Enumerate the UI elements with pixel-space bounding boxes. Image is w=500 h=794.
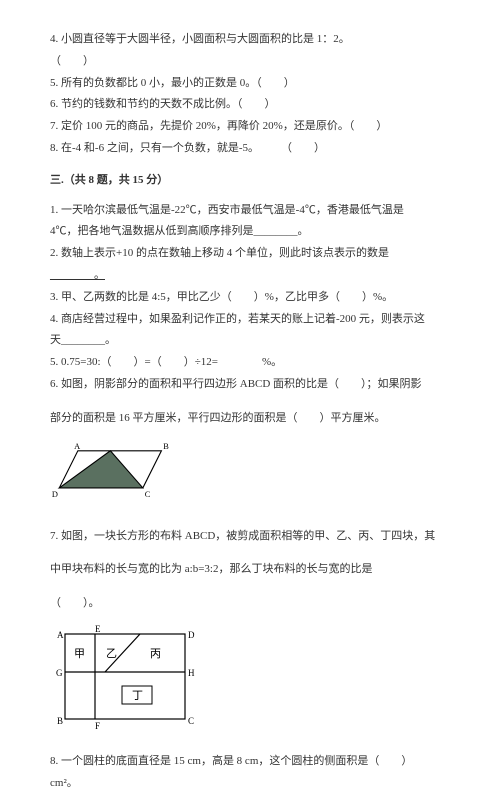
q3-7a: 7. 如图，一块长方形的布料 ABCD，被剪成面积相等的甲、乙、丙、丁四块，其 bbox=[50, 527, 450, 547]
q1-7: 7. 定价 100 元的商品，先提价 20%，再降价 20%，还是原价。（ ） bbox=[50, 117, 450, 137]
label-D: D bbox=[52, 490, 58, 499]
triangle-shaded bbox=[59, 450, 143, 487]
q3-8a: 8. 一个圆柱的底面直径是 15 cm，高是 8 cm，这个圆柱的侧面积是（ ） bbox=[50, 752, 450, 772]
label-A: A bbox=[74, 441, 80, 450]
label-jia: 甲 bbox=[74, 648, 85, 660]
label-yi: 乙 bbox=[106, 647, 117, 660]
q1-5: 5. 所有的负数都比 0 小，最小的正数是 0。（ ） bbox=[50, 74, 450, 94]
label-D2: D bbox=[188, 630, 195, 640]
q3-2b: ________。 bbox=[50, 266, 450, 286]
label-A2: A bbox=[57, 630, 64, 640]
q3-3: 3. 甲、乙两数的比是 4:5，甲比乙少（ ）%，乙比甲多（ ）%。 bbox=[50, 288, 450, 308]
figure-rectangle-cloth: A E D G H B F C 甲 乙 丙 丁 bbox=[50, 624, 450, 734]
label-E2: E bbox=[95, 624, 101, 634]
q3-5: 5. 0.75=30:（ ）=（ ）÷12= %。 bbox=[50, 353, 450, 373]
q3-1b: 4℃，把各地气温数据从低到高顺序排列是________。 bbox=[50, 222, 450, 242]
label-ding: 丁 bbox=[132, 690, 143, 702]
label-C2: C bbox=[188, 716, 194, 726]
section-3-title: 三.（共 8 题，共 15 分） bbox=[50, 171, 450, 191]
q3-6a: 6. 如图，阴影部分的面积和平行四边形 ABCD 面积的比是（ ）；如果阴影 bbox=[50, 375, 450, 395]
q1-8: 8. 在-4 和-6 之间，只有一个负数，就是-5。 （ ） bbox=[50, 139, 450, 159]
rect-outer bbox=[65, 634, 185, 719]
q3-2a: 2. 数轴上表示+10 的点在数轴上移动 4 个单位，则此时该点表示的数是 bbox=[50, 244, 450, 264]
label-C: C bbox=[145, 490, 151, 499]
q3-8b: cm²。 bbox=[50, 774, 450, 794]
q1-4b: （ ） bbox=[50, 52, 450, 72]
q3-6b: 部分的面积是 16 平方厘米，平行四边形的面积是（ ）平方厘米。 bbox=[50, 409, 450, 429]
q3-1a: 1. 一天哈尔滨最低气温是-22℃，西安市最低气温是-4℃，香港最低气温是 bbox=[50, 201, 450, 221]
label-G2: G bbox=[56, 668, 63, 678]
label-B: B bbox=[163, 441, 169, 450]
label-H2: H bbox=[188, 668, 195, 678]
label-F2: F bbox=[95, 721, 100, 731]
q3-7c: （ ）。 bbox=[50, 594, 450, 614]
q3-4a: 4. 商店经营过程中，如果盈利记作正的，若某天的账上记着-200 元，则表示这 bbox=[50, 310, 450, 330]
figure-parallelogram: A B C D bbox=[50, 439, 450, 509]
q3-7b: 中甲块布料的长与宽的比为 a:b=3:2，那么丁块布料的长与宽的比是 bbox=[50, 560, 450, 580]
label-B2: B bbox=[57, 716, 63, 726]
q1-4a: 4. 小圆直径等于大圆半径，小圆面积与大圆面积的比是 1：2。 bbox=[50, 30, 450, 50]
q3-4b: 天________。 bbox=[50, 331, 450, 351]
label-bing: 丙 bbox=[150, 648, 161, 660]
q1-6: 6. 节约的钱数和节约的天数不成比例。（ ） bbox=[50, 95, 450, 115]
